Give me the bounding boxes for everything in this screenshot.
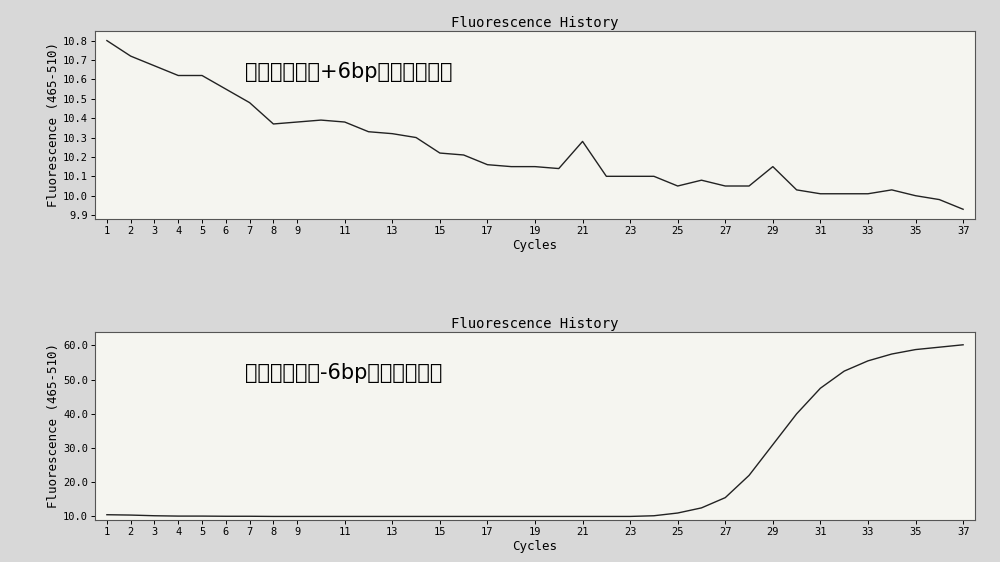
Title: Fluorescence History: Fluorescence History — [451, 16, 619, 30]
Text: 第二个反应（-6bp特异性引物）: 第二个反应（-6bp特异性引物） — [245, 363, 442, 383]
X-axis label: Cycles: Cycles — [512, 239, 558, 252]
Title: Fluorescence History: Fluorescence History — [451, 316, 619, 330]
Y-axis label: Fluorescence (465-510): Fluorescence (465-510) — [47, 43, 60, 207]
Y-axis label: Fluorescence (465-510): Fluorescence (465-510) — [47, 343, 60, 508]
Text: 第一个反应（+6bp特异性引物）: 第一个反应（+6bp特异性引物） — [245, 62, 452, 82]
X-axis label: Cycles: Cycles — [512, 540, 558, 552]
